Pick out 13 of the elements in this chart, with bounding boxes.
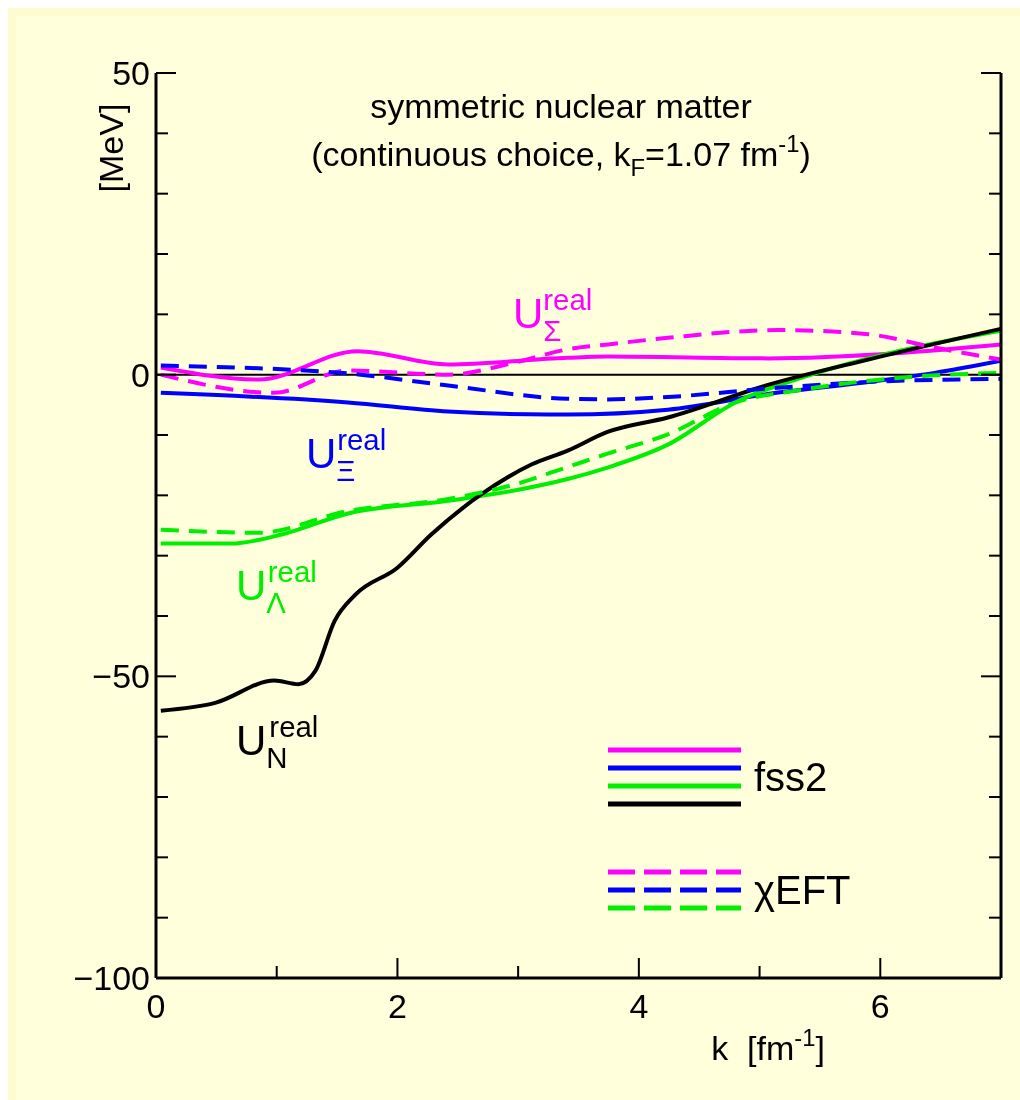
chart-title: symmetric nuclear matter xyxy=(370,87,752,125)
y-tick-label: 0 xyxy=(131,355,150,394)
text: (continuous choice, k$_{F}$=1.07 fm$^{-1}$) xyxy=(311,129,811,182)
x-tick-label: 4 xyxy=(629,987,649,1025)
x-axis-title: k [fm$^{-1}$] xyxy=(711,1023,825,1067)
legend-label: fss2 xyxy=(754,755,828,799)
x-tick-label: 6 xyxy=(870,987,890,1025)
y-tick-label: 50 xyxy=(112,53,150,92)
legend-label: χEFT xyxy=(754,868,851,912)
x-tick-label: 2 xyxy=(387,987,407,1025)
y-tick-label: −50 xyxy=(92,657,150,696)
y-tick-label: −100 xyxy=(73,958,150,997)
y-axis-title: [MeV] xyxy=(92,103,130,193)
